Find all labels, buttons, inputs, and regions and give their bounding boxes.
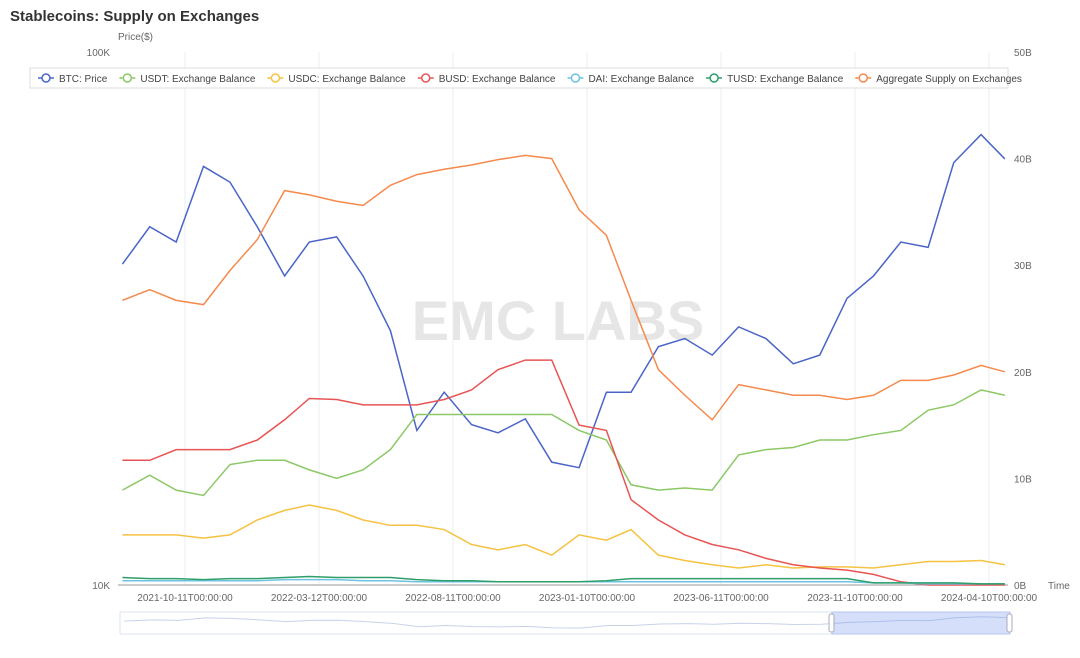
data-zoom-slider[interactable]	[119, 611, 1013, 635]
legend-item[interactable]: BTC: Price	[38, 73, 108, 85]
x-tick-label: 2024-04-10T00:00:00	[941, 593, 1038, 604]
legend-label: DAI: Exchange Balance	[588, 74, 694, 85]
x-axis-label: Time	[1048, 581, 1070, 592]
right-tick-label: 10B	[1014, 474, 1032, 485]
left-tick-label: 10K	[92, 581, 110, 592]
legend-item[interactable]: Aggregate Supply on Exchanges	[855, 73, 1022, 85]
right-tick-label: 30B	[1014, 261, 1032, 272]
x-tick-label: 2022-08-11T00:00:00	[405, 593, 501, 604]
zoom-handle-left[interactable]	[828, 613, 835, 633]
series-line-btc	[121, 133, 1006, 469]
legend-label: TUSD: Exchange Balance	[727, 74, 844, 85]
legend-circle-icon	[122, 73, 133, 83]
legend-item[interactable]: DAI: Exchange Balance	[567, 73, 695, 85]
legend-circle-icon	[858, 73, 868, 83]
legend-label: BUSD: Exchange Balance	[439, 74, 556, 85]
right-tick-label: 0B	[1014, 581, 1027, 592]
legend-circle-icon	[570, 73, 581, 83]
legend-circle-icon	[709, 73, 719, 83]
chart-title: Stablecoins: Supply on Exchanges	[10, 8, 260, 25]
series-line-busd	[122, 359, 1005, 586]
legend-circle-icon	[270, 73, 281, 83]
zoom-handle-right[interactable]	[1006, 613, 1013, 633]
x-tick-label: 2023-11-10T00:00:00	[807, 593, 903, 604]
legend-circle-icon	[41, 73, 51, 83]
legend-label: USDT: Exchange Balance	[140, 74, 256, 85]
right-tick-label: 20B	[1014, 368, 1032, 379]
legend-item[interactable]: USDC: Exchange Balance	[267, 73, 406, 85]
left-tick-label: 100K	[87, 48, 111, 59]
right-tick-label: 40B	[1014, 155, 1032, 166]
x-tick-label: 2022-03-12T00:00:00	[271, 593, 368, 604]
left-axis-label: Price($)	[118, 32, 153, 43]
series-line-usdt	[122, 389, 1006, 497]
right-tick-label: 50B	[1014, 48, 1032, 59]
legend-box	[29, 67, 1009, 89]
series-line-tusd	[122, 575, 1005, 585]
legend-item[interactable]: BUSD: Exchange Balance	[417, 73, 556, 85]
watermark: EMC LABS	[412, 289, 704, 352]
series-line-usdc	[122, 504, 1006, 569]
legend-label: BTC: Price	[59, 74, 108, 85]
x-tick-label: 2021-10-11T00:00:00	[137, 593, 233, 604]
x-tick-label: 2023-06-11T00:00:00	[673, 593, 769, 604]
legend-item[interactable]: USDT: Exchange Balance	[119, 73, 256, 85]
series-line-aggregate-supply-on-exchanges	[122, 154, 1006, 421]
legend-label: Aggregate Supply on Exchanges	[876, 74, 1022, 85]
x-tick-label: 2023-01-10T00:00:00	[539, 593, 636, 604]
legend-item[interactable]: TUSD: Exchange Balance	[706, 73, 844, 85]
zoom-preview-line	[124, 616, 1007, 629]
legend-label: USDC: Exchange Balance	[288, 74, 406, 85]
legend-circle-icon	[420, 73, 431, 83]
zoom-selection[interactable]	[831, 611, 1011, 635]
